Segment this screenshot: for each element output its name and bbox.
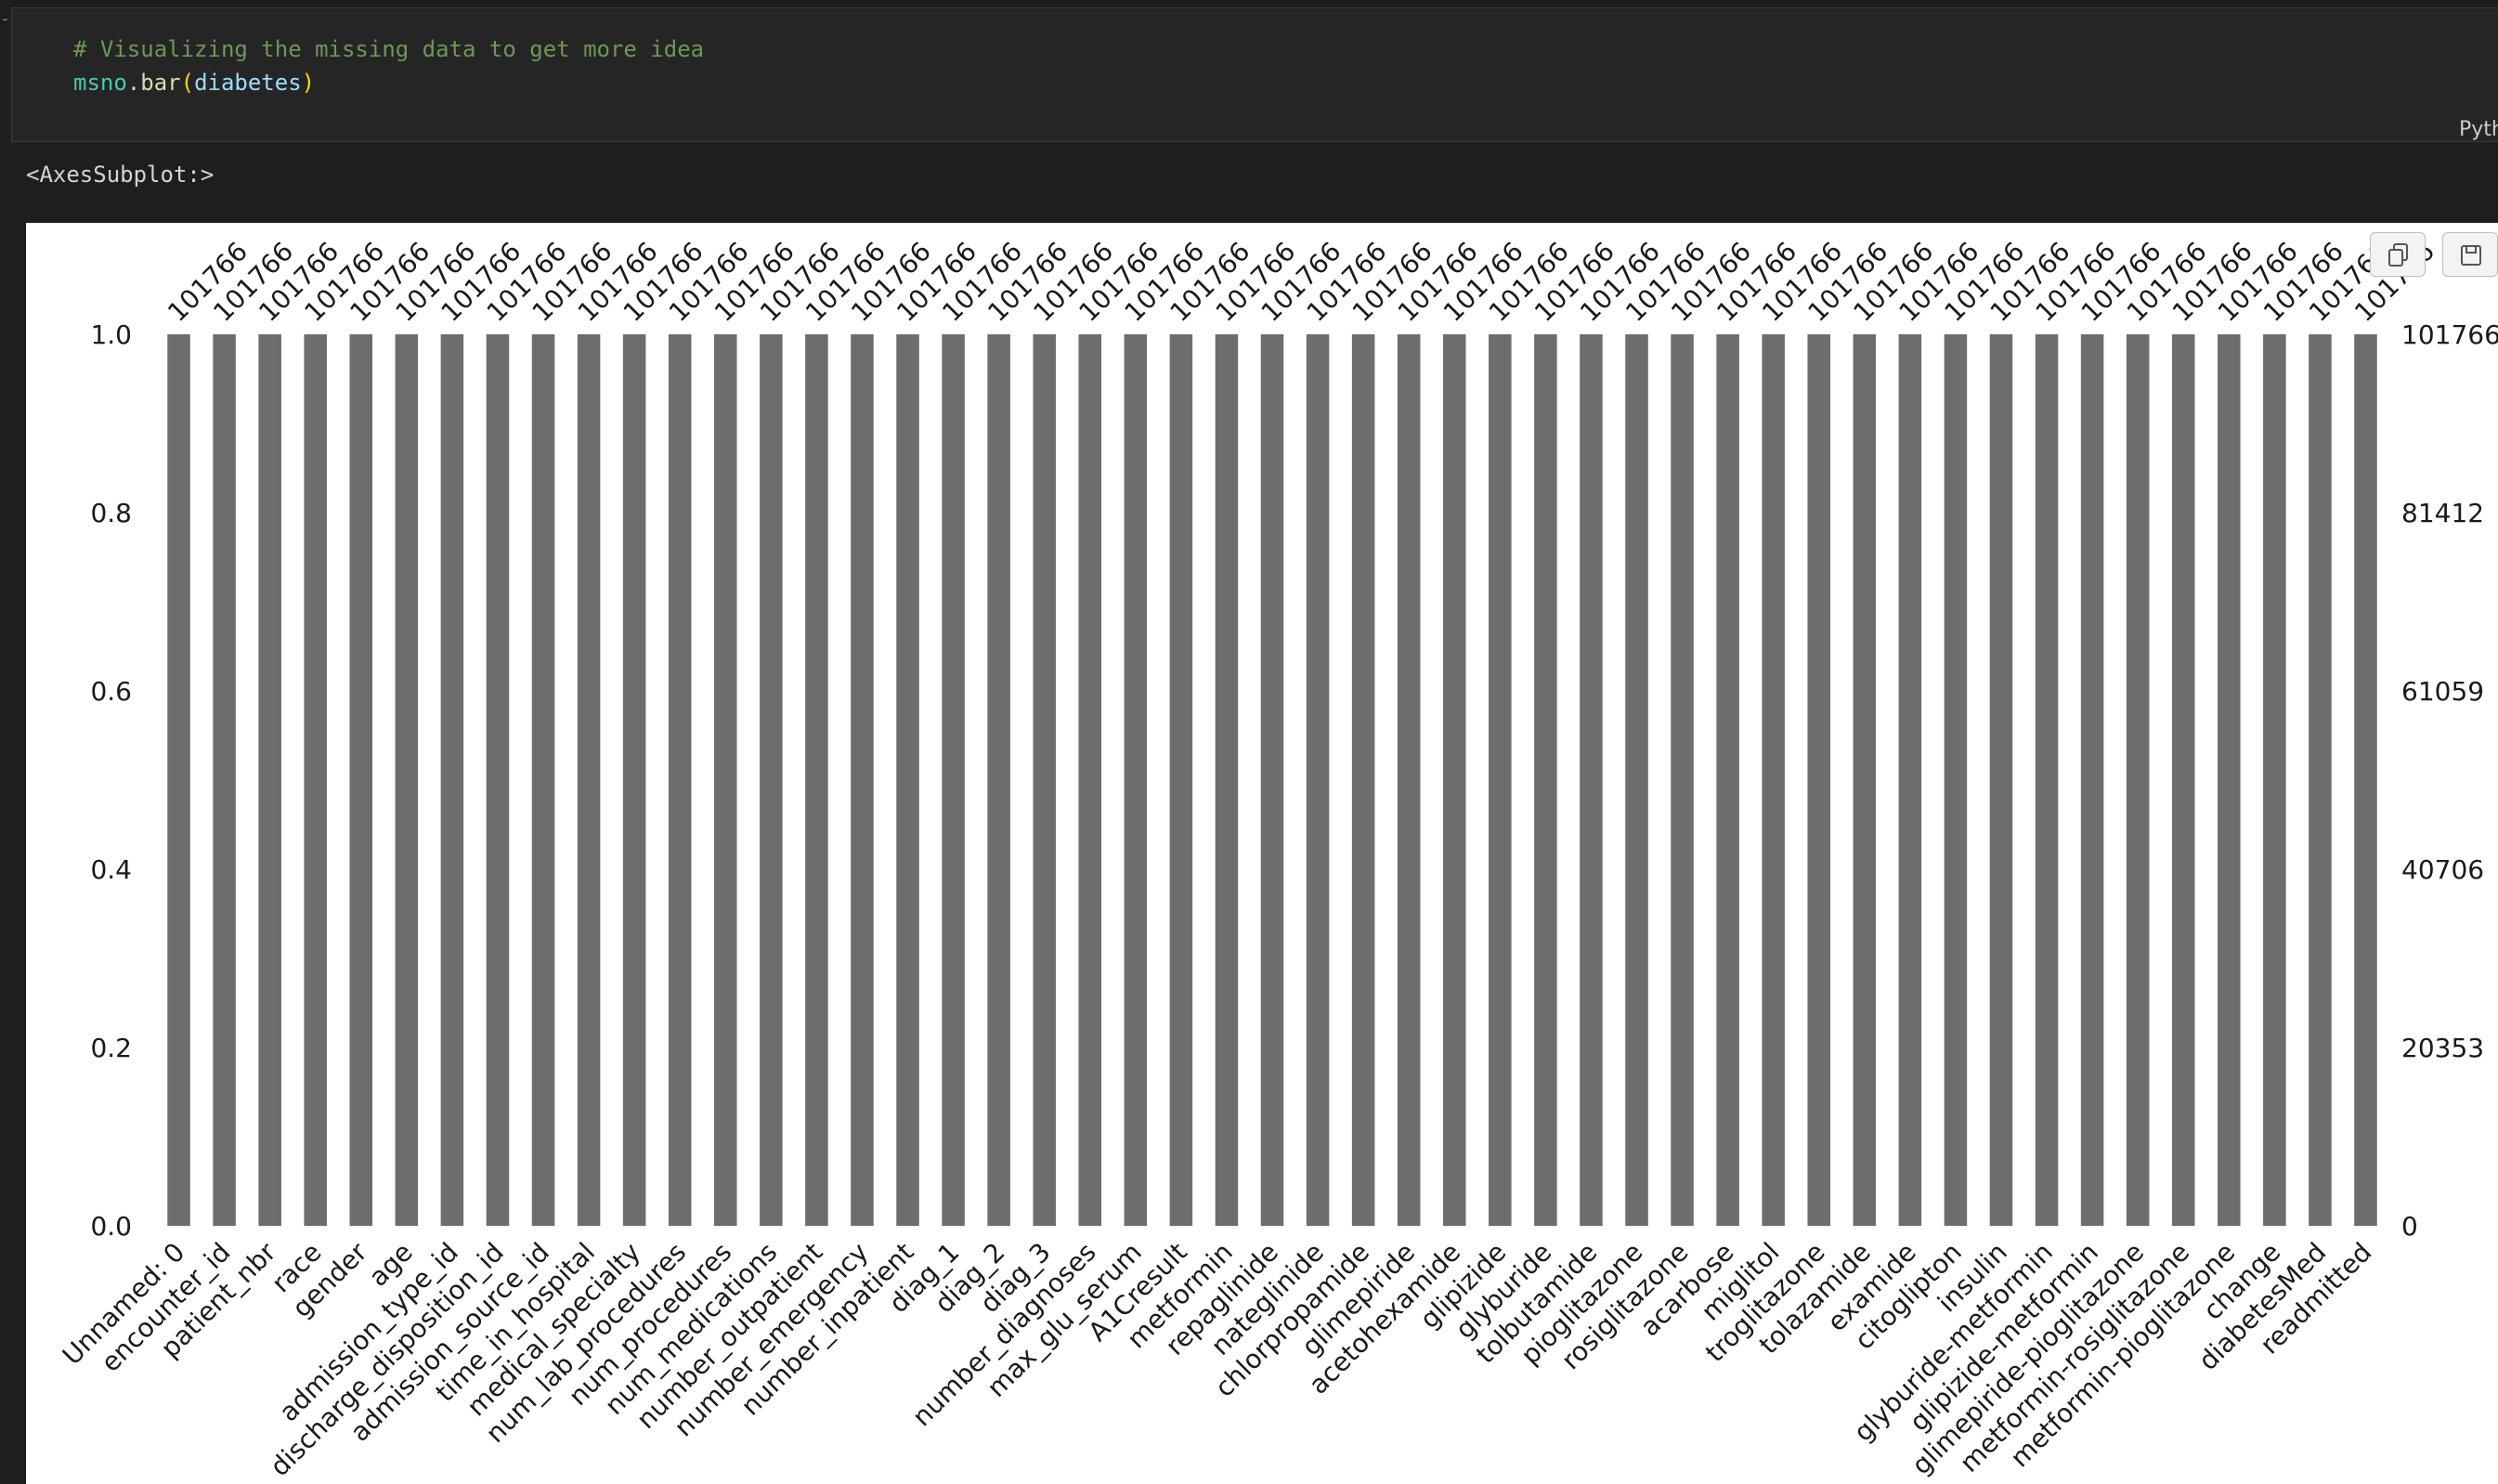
chart-bar bbox=[258, 334, 281, 1226]
left-axis-tick-label: 0.4 bbox=[90, 854, 132, 885]
chart-bar bbox=[1671, 334, 1694, 1226]
left-gutter: - bbox=[0, 0, 11, 1484]
chart-bar bbox=[622, 334, 646, 1226]
code-open-paren-token: ( bbox=[180, 70, 195, 96]
chart-bar bbox=[1169, 334, 1193, 1226]
chart-bar bbox=[1215, 334, 1239, 1226]
chart-bar bbox=[531, 334, 555, 1226]
cell-language-label[interactable]: Pyth bbox=[2459, 118, 2498, 141]
right-axis-tick-label: 0 bbox=[2401, 1211, 2418, 1242]
copy-icon bbox=[2388, 243, 2408, 267]
chart-bar bbox=[942, 334, 965, 1226]
chart-bar bbox=[2126, 334, 2150, 1226]
chart-bar bbox=[1716, 334, 1739, 1226]
chart-bar bbox=[1351, 334, 1375, 1226]
right-axis-tick-label: 81412 bbox=[2401, 498, 2484, 528]
chart-bar bbox=[1534, 334, 1557, 1226]
chart-bar bbox=[1944, 334, 1968, 1226]
chart-bar bbox=[167, 334, 190, 1226]
chart-bar bbox=[1580, 334, 1603, 1226]
chart-bar bbox=[1898, 334, 1922, 1226]
chart-bar bbox=[440, 334, 464, 1226]
code-module-token: msno bbox=[73, 70, 127, 96]
save-icon bbox=[2461, 245, 2481, 266]
chart-bar bbox=[1489, 334, 1512, 1226]
left-axis-tick-label: 1.0 bbox=[90, 319, 132, 350]
chart-bar bbox=[2263, 334, 2286, 1226]
chart-bar bbox=[714, 334, 737, 1226]
output-plot-area: 101766 Unnamed: 0 101766 encounter_id 101766… bbox=[26, 223, 2498, 1484]
chart-bar bbox=[1078, 334, 1102, 1226]
cell-collapse-marker[interactable]: - bbox=[0, 9, 10, 29]
chart-bar bbox=[395, 334, 419, 1226]
right-axis-tick-label: 40706 bbox=[2401, 854, 2484, 885]
save-output-button[interactable] bbox=[2442, 232, 2498, 277]
left-axis-tick-label: 0.0 bbox=[90, 1211, 132, 1242]
chart-bar bbox=[1397, 334, 1421, 1226]
code-dot-token: . bbox=[126, 70, 141, 96]
chart-bar bbox=[1807, 334, 1830, 1226]
chart-bar bbox=[896, 334, 919, 1226]
right-axis-tick-label: 101766 bbox=[2401, 319, 2498, 350]
code-cell[interactable]: # Visualizing the missing data to get mo… bbox=[11, 7, 2498, 142]
chart-bar bbox=[760, 334, 783, 1226]
chart-bar bbox=[2080, 334, 2104, 1226]
chart-bar bbox=[349, 334, 373, 1226]
chart-bar bbox=[1762, 334, 1785, 1226]
chart-bar bbox=[1625, 334, 1648, 1226]
chart-bar bbox=[668, 334, 692, 1226]
copy-output-button[interactable] bbox=[2370, 232, 2426, 277]
code-argument-token: diabetes bbox=[194, 70, 302, 96]
chart-bar bbox=[1853, 334, 1877, 1226]
chart-bar bbox=[1124, 334, 1148, 1226]
chart-bar bbox=[851, 334, 874, 1226]
left-axis-tick-label: 0.8 bbox=[90, 498, 132, 528]
chart-bar bbox=[486, 334, 510, 1226]
chart-bar bbox=[805, 334, 828, 1226]
left-axis-tick-label: 0.2 bbox=[90, 1033, 132, 1063]
chart-bar bbox=[1033, 334, 1056, 1226]
chart-bar bbox=[2354, 334, 2377, 1226]
chart-bar bbox=[2171, 334, 2195, 1226]
code-comment-line[interactable]: # Visualizing the missing data to get mo… bbox=[73, 36, 705, 62]
chart-bar bbox=[2035, 334, 2059, 1226]
chart-bar bbox=[1989, 334, 2013, 1226]
code-function-token: bar bbox=[140, 70, 181, 96]
chart-bar bbox=[987, 334, 1010, 1226]
chart-bar bbox=[1260, 334, 1284, 1226]
code-call-line[interactable]: msno.bar(diabetes) bbox=[73, 70, 315, 96]
right-axis-tick-label: 20353 bbox=[2401, 1033, 2484, 1063]
chart-bar bbox=[1442, 334, 1466, 1226]
chart-bar bbox=[304, 334, 327, 1226]
code-close-paren-token: ) bbox=[301, 70, 316, 96]
chart-bar bbox=[577, 334, 601, 1226]
left-axis-tick-label: 0.6 bbox=[90, 676, 132, 707]
right-axis-tick-label: 61059 bbox=[2401, 676, 2484, 707]
chart-bar bbox=[213, 334, 236, 1226]
chart-bar bbox=[2309, 334, 2332, 1226]
chart-bar bbox=[1306, 334, 1330, 1226]
output-repr-text: <AxesSubplot:> bbox=[26, 162, 215, 188]
chart-bar bbox=[2218, 334, 2241, 1226]
